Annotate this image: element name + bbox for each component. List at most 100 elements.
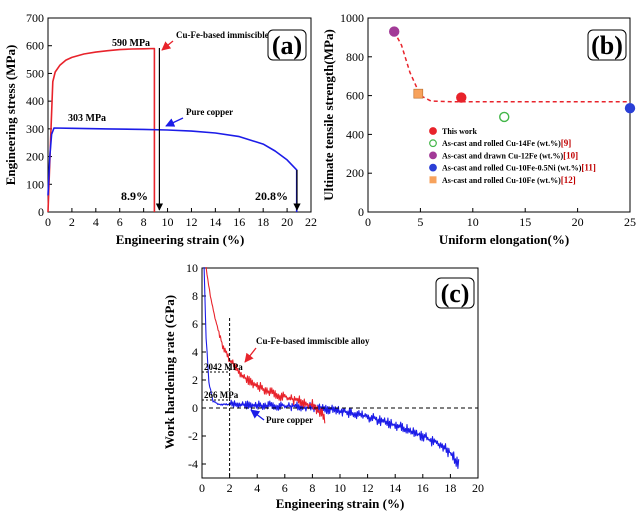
panel-c-series-alloy-line: [205, 267, 326, 424]
panel-a-alloy-series-label: Cu-Fe-based immiscible alloy: [176, 30, 290, 40]
panel-b-data-point: [456, 92, 467, 103]
panel-c-x-tick-label: 12: [362, 481, 374, 495]
panel-b-legend-entry: As-cast and drawn Cu-12Fe (wt.%)[10]: [442, 150, 578, 160]
panel-c-x-tick-label: 4: [254, 481, 260, 495]
panel-b-legend-entry: This work: [442, 127, 477, 136]
panel-c-copper-series-label: Pure copper: [266, 415, 313, 425]
panel-c-y-tick-label: 8: [192, 289, 198, 303]
panel-a-y-tick-label: 200: [26, 150, 44, 164]
panel-b-data-point: [413, 88, 424, 99]
panel-b-x-axis-title: Uniform elongation(%): [439, 232, 569, 247]
panel-b-y-tick-label: 1000: [340, 11, 364, 25]
panel-b-legend-text: As-cast and drawn Cu-12Fe (wt.%): [442, 151, 563, 160]
panel-c-y-tick-label: 6: [192, 317, 198, 331]
panel-b-data-point: [624, 103, 636, 114]
panel-a-x-tick-label: 8: [141, 215, 147, 229]
panel-c-y-tick-label: 4: [192, 345, 198, 359]
panel-a-alloy-peak-label: 590 MPa: [112, 38, 150, 49]
panel-c-x-tick-label: 6: [282, 481, 288, 495]
panel-c-y-tick-label: 0: [192, 401, 198, 415]
panel-b-x-tick-label: 20: [572, 215, 584, 229]
panel-b-y-tick-label: 0: [358, 205, 364, 219]
panel-b-strength-vs-elongation: 0 5 10 15 20 25 0 200 400 600 800 1000 This work As-…: [321, 11, 636, 247]
panel-a-y-tick-label: 300: [26, 122, 44, 136]
panel-a-x-tick-label: 14: [209, 215, 221, 229]
panel-b-legend-entry: As-cast and rolled Cu-10Fe-0.5Ni (wt.%)[…: [442, 163, 596, 173]
panel-a-copper-series-label: Pure copper: [186, 107, 233, 117]
panel-b-x-tick-label: 25: [624, 215, 636, 229]
panel-b-legend-entry: As-cast and rolled Cu-10Fe (wt.%)[12]: [442, 175, 576, 185]
panel-a-copper-peak-label: 303 MPa: [68, 113, 106, 124]
panel-b-legend: This work As-cast and rolled Cu-14Fe (wt.…: [429, 127, 596, 185]
panel-c-work-hardening-rate: 0 2 4 6 8 10 12 14 16 18 20 -4 -2 0 2 4 6 8 10 Cu-Fe-based…: [162, 261, 484, 511]
panel-c-x-axis-title: Engineering strain (%): [276, 496, 405, 511]
panel-c-alloy-rate-label: 2042 MPa: [204, 362, 243, 372]
panel-a-y-axis-title: Engineering stress (MPa): [3, 45, 18, 186]
panel-b-data-point: [499, 111, 510, 123]
panel-c-copper-rate-label: 266 MPa: [204, 390, 239, 400]
panel-a-y-tick-label: 700: [26, 11, 44, 25]
panel-c-x-tick-label: 0: [199, 481, 205, 495]
panel-b-x-tick-label: 5: [417, 215, 423, 229]
panel-c-copper-arrow: [250, 409, 265, 421]
panel-b-y-tick-label: 600: [346, 89, 364, 103]
panel-a-series-copper-line: [47, 127, 298, 212]
panel-b-legend-ref: [10]: [563, 150, 578, 160]
panel-b-legend-marker: [429, 163, 437, 172]
panel-a-alloy-arrow: [161, 40, 174, 51]
panel-a-copper-strain-label: 20.8%: [255, 189, 288, 203]
panel-b-legend-marker: [429, 176, 437, 184]
panel-c-y-tick-label: -4: [188, 457, 198, 471]
panel-b-legend-text: As-cast and rolled Cu-14Fe (wt.%): [442, 139, 561, 148]
panel-c-x-tick-label: 16: [417, 481, 429, 495]
panel-b-y-tick-label: 200: [346, 166, 364, 180]
panel-c-x-tick-label: 14: [389, 481, 401, 495]
panel-b-legend-marker: [429, 151, 437, 160]
panel-a-y-tick-label: 100: [26, 177, 44, 191]
panel-c-y-tick-label: -2: [188, 429, 198, 443]
panel-a-series-alloy-line: [47, 47, 156, 213]
panel-b-legend-marker: [429, 127, 437, 135]
panel-b-legend-ref: [9]: [561, 138, 572, 148]
panel-a-x-axis-title: Engineering strain (%): [116, 232, 245, 247]
panel-b-legend-text: As-cast and rolled Cu-10Fe-0.5Ni (wt.%): [442, 164, 582, 173]
panel-b-data-point: [389, 26, 400, 37]
panel-a-copper-arrow: [165, 117, 184, 127]
panel-b-label: (b): [591, 31, 623, 60]
panel-a-y-tick-label: 500: [26, 66, 44, 80]
panel-b-legend-text: As-cast and rolled Cu-10Fe (wt.%): [442, 176, 561, 185]
panel-a-x-tick-label: 6: [117, 215, 123, 229]
panel-b-x-tick-label: 0: [365, 215, 371, 229]
panel-a-engineering-stress-strain: 0 2 4 6 8 10 12 14 16 18 20 22 0 100 200 300 400 500 600 70…: [3, 11, 317, 247]
panel-b-x-tick-label: 15: [519, 215, 531, 229]
panel-a-x-tick-label: 16: [233, 215, 245, 229]
panel-a-plot-frame: [47, 17, 312, 213]
panel-a-x-tick-label: 20: [281, 215, 293, 229]
panel-c-x-tick-label: 2: [227, 481, 233, 495]
panel-c-x-tick-label: 8: [309, 481, 315, 495]
panel-a-x-tick-label: 0: [45, 215, 51, 229]
panel-a-y-tick-label: 0: [38, 205, 44, 219]
panel-a-alloy-strain-label: 8.9%: [121, 189, 148, 203]
panel-c-alloy-series-label: Cu-Fe-based immiscible alloy: [256, 336, 370, 346]
panel-c-alloy-arrow: [244, 347, 257, 363]
panel-b-y-tick-label: 400: [346, 127, 364, 141]
panel-c-y-axis-title: Work hardening rate (GPa): [162, 295, 177, 449]
panel-b-plot-frame: [367, 17, 631, 213]
panel-a-x-tick-label: 22: [305, 215, 317, 229]
panel-c-y-tick-label: 2: [192, 373, 198, 387]
panel-b-trend-line: [393, 31, 630, 103]
panel-b-legend-entry: As-cast and rolled Cu-14Fe (wt.%)[9]: [442, 138, 571, 148]
panel-a-x-tick-label: 2: [69, 215, 75, 229]
panel-b-y-axis-title: Ultimate tensile strength(MPa): [321, 29, 336, 201]
panel-a-y-tick-label: 400: [26, 94, 44, 108]
panel-a-label: (a): [272, 31, 302, 60]
panel-c-x-tick-label: 18: [444, 481, 456, 495]
panel-b-x-tick-label: 10: [467, 215, 479, 229]
panel-b-label-box: [587, 29, 627, 61]
panel-c-label: (c): [441, 279, 470, 308]
panel-b-legend-ref: [11]: [581, 163, 596, 173]
panel-c-x-tick-label: 20: [472, 481, 484, 495]
panel-b-legend-text: This work: [442, 127, 477, 136]
